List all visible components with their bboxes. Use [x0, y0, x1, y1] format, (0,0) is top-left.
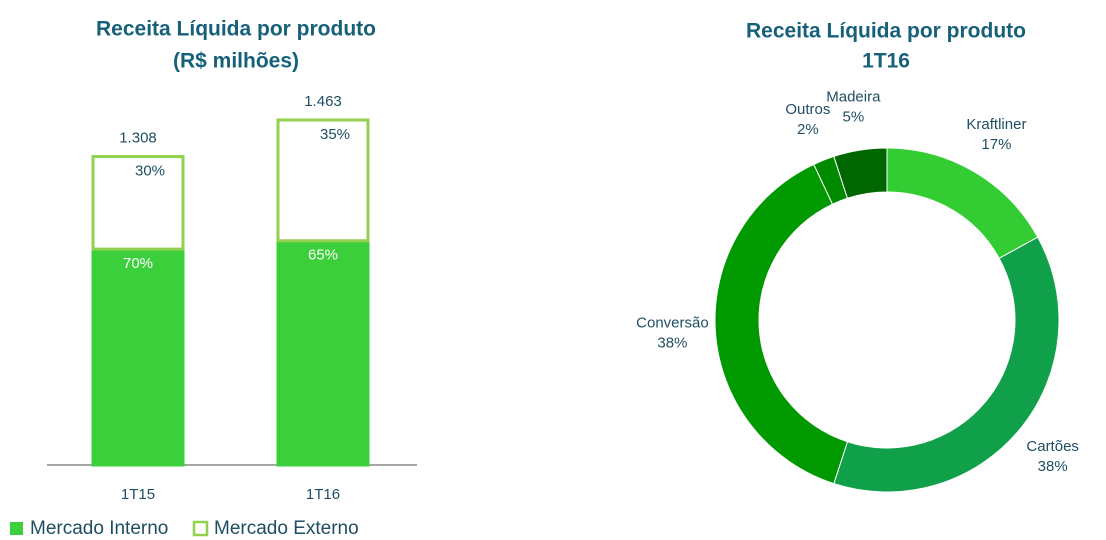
bar-title: Receita Líquida por produto — [96, 18, 376, 41]
slice-value: 38% — [657, 334, 687, 351]
slice-value: 5% — [843, 109, 865, 126]
slice-value: 38% — [1038, 458, 1068, 475]
total-label: 1.308 — [119, 130, 157, 147]
x-tick-label: 1T16 — [306, 486, 340, 503]
donut-slice — [714, 163, 849, 485]
total-label: 1.463 — [304, 93, 342, 110]
donut-slice — [833, 236, 1060, 493]
legend-label: Mercado Externo — [214, 518, 359, 539]
pie-title: Receita Líquida por produto — [746, 20, 1026, 43]
value-label: 70% — [123, 255, 153, 272]
value-label: 65% — [308, 247, 338, 264]
legend-swatch — [10, 522, 23, 535]
value-label: 30% — [135, 163, 165, 180]
slice-value: 17% — [981, 136, 1011, 153]
slice-name: Madeira — [826, 89, 881, 106]
x-tick-label: 1T15 — [121, 486, 155, 503]
legend-swatch — [192, 520, 209, 537]
bar-segment — [91, 155, 185, 251]
slice-name: Cartões — [1026, 438, 1079, 455]
bar-segment — [276, 239, 370, 467]
bar-segment — [91, 247, 185, 467]
bar-segment — [276, 118, 370, 243]
slice-name: Kraftliner — [966, 116, 1026, 133]
donut-slice — [833, 147, 888, 199]
value-label: 35% — [320, 126, 350, 143]
donut-slice — [886, 147, 1039, 260]
slice-value: 2% — [797, 121, 819, 138]
legend-label: Mercado Interno — [30, 518, 168, 539]
pie-subtitle: 1T16 — [862, 50, 910, 73]
slice-name: Outros — [785, 101, 830, 118]
slice-name: Conversão — [636, 314, 709, 331]
bar-subtitle: (R$ milhões) — [173, 50, 299, 73]
